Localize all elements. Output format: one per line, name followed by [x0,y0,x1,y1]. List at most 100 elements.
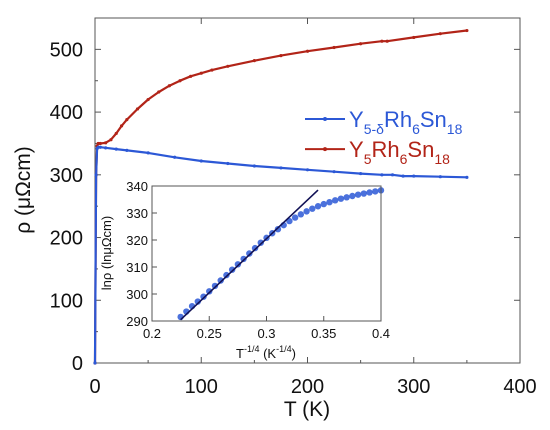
main-y-tick-label: 100 [50,290,83,312]
legend-formula-element: Sn [420,107,447,132]
series-point [252,59,256,63]
series-point [109,138,113,142]
inset-y-tick-label: 320 [126,233,148,248]
series-point [226,64,230,68]
inset-data-point [372,188,379,195]
inset-data-point [366,189,373,196]
series-point [94,173,98,177]
series-point [412,174,416,178]
series-point [114,147,118,151]
inset-data-point [360,190,368,197]
series-point [380,173,384,177]
series-point [210,68,214,72]
inset-data-point [326,199,333,206]
main-y-tick-label: 0 [72,353,83,375]
inset-x-label-unit: (K [259,346,276,361]
series-point [332,170,336,174]
inset-data-point [234,261,242,268]
legend-formula-subscript: 5-δ [364,121,384,137]
main-y-axis-label: ρ (μΩcm) [12,146,35,234]
main-x-axis-label: T (K) [284,398,330,421]
inset-x-tick-label: 0.3 [257,326,275,341]
inset-data-point [354,191,362,198]
series-point [157,90,161,94]
inset-y-tick-label: 340 [126,179,148,194]
series-point [412,35,416,40]
series-point [226,161,230,166]
inset-background [152,186,381,321]
legend-formula-subscript: 18 [447,121,463,137]
legend-entry-label: Y5Rh6Sn18 [349,137,450,167]
series-point [199,159,203,163]
series-point [305,168,310,172]
main-x-tick-label: 0 [89,376,100,398]
main-y-axis-ticks: 0 100 200 300 400 500 [50,39,520,375]
series-point [114,131,118,136]
legend-formula-element: Rh [384,107,412,132]
inset-series-group [177,187,385,321]
inset-x-label-unit-exponent: -1/4 [276,344,292,354]
inset-data-point [211,282,219,290]
legend-formula-subscript: 6 [400,151,408,167]
series-point [279,166,283,170]
legend-formula-subscript: 6 [412,121,420,137]
inset-x-label-exponent: -1/4 [244,344,260,354]
series-point [359,42,363,46]
main-series-group [93,28,469,365]
series-point [98,145,102,149]
inset-data-point [223,271,230,279]
inset-data-point [343,194,350,201]
inset-fit-line [180,189,319,321]
inset-data-point [274,226,282,233]
legend-entry-label: Y5-δRh6Sn18 [349,107,463,137]
series-point [104,141,108,145]
series-point [146,97,150,102]
series-point [98,141,102,146]
main-x-tick-label: 200 [291,376,324,398]
inset-y-tick-label: 330 [126,206,148,221]
inset-x-tick-label: 0.2 [143,326,161,341]
legend-formula-element: Rh [371,137,399,162]
inset-x-label-close: ) [292,346,296,361]
series-point [438,32,442,36]
inset-data-point [200,293,207,300]
main-x-tick-label: 300 [397,376,430,398]
inset-data-point [194,298,201,305]
inset-data-point [337,195,345,202]
inset-x-tick-label: 0.4 [372,326,390,341]
series-point [93,361,97,365]
legend-swatch-marker [323,147,327,152]
series-point [359,171,363,176]
main-plot: 0 100 200 300 400 0 100 200 300 400 500 T (K) ρ (… [12,17,537,421]
inset-data-point [314,203,322,210]
series-point [332,45,336,50]
series-point [401,174,405,178]
inset-data-point [291,214,299,221]
series-point [279,54,283,58]
inset-data-point [320,200,327,208]
series-point [252,164,256,168]
series-point [465,28,469,33]
legend-formula-element: Sn [407,137,434,162]
inset-y-tick-label: 310 [126,260,148,275]
series-point [465,175,469,179]
inset-y-axis-ticks: 290 300 310 320 330 340 [126,179,157,329]
inset-data-point [240,255,247,263]
series-point [146,151,150,155]
legend-formula-subscript: 18 [434,151,450,167]
series-point [119,124,124,128]
main-y-tick-label: 300 [50,165,83,187]
inset-x-tick-label: 0.35 [311,326,336,341]
main-y-tick-label: 500 [50,39,83,61]
inset-data-point [349,192,356,200]
main-y-tick-label: 200 [50,228,83,250]
series-point [305,49,310,53]
series-point [125,148,129,152]
inset-data-point [332,197,339,204]
inset-data-point [251,244,259,252]
legend-formula-element: Y [349,107,364,132]
series-point [173,155,177,159]
legend-swatch-marker [323,116,327,121]
series-point [385,39,389,43]
